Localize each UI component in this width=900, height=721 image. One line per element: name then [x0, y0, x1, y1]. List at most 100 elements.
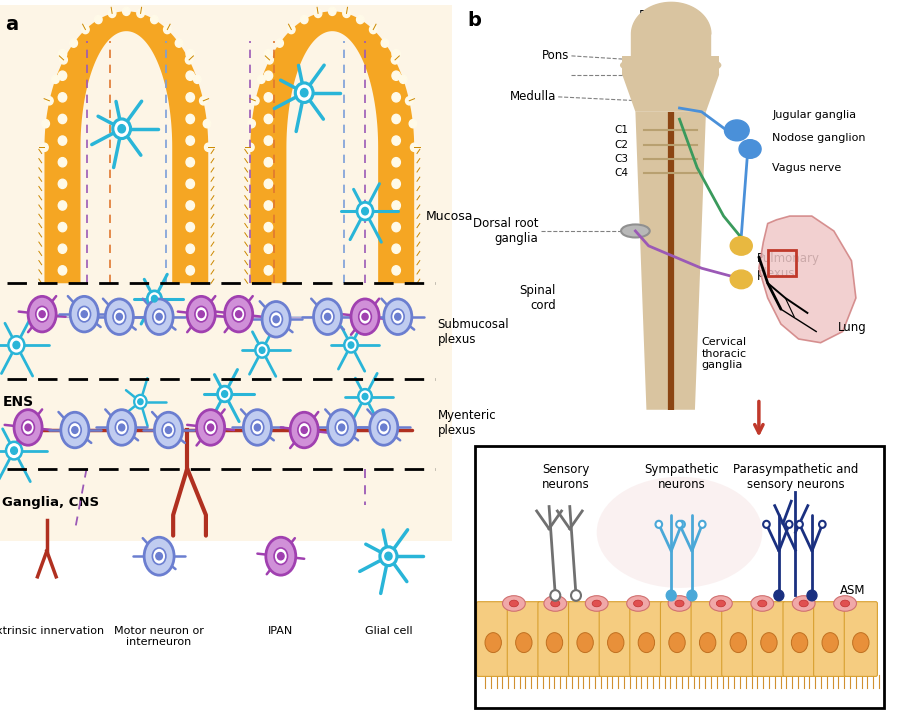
- Circle shape: [392, 244, 400, 253]
- Circle shape: [252, 97, 259, 105]
- Ellipse shape: [377, 420, 390, 435]
- Text: Glial cell: Glial cell: [364, 626, 412, 636]
- Text: C2: C2: [615, 140, 629, 149]
- Circle shape: [194, 75, 201, 84]
- Ellipse shape: [22, 420, 34, 435]
- Circle shape: [392, 201, 400, 210]
- Text: Dorsal root
ganglia: Dorsal root ganglia: [472, 217, 538, 245]
- Ellipse shape: [28, 296, 56, 332]
- Ellipse shape: [509, 600, 518, 607]
- Text: Motor neuron or
interneuron: Motor neuron or interneuron: [114, 626, 204, 647]
- Circle shape: [265, 115, 273, 123]
- Ellipse shape: [669, 632, 685, 653]
- FancyBboxPatch shape: [0, 5, 452, 541]
- Circle shape: [382, 39, 389, 48]
- Ellipse shape: [225, 296, 253, 332]
- Ellipse shape: [758, 600, 767, 607]
- Circle shape: [148, 291, 162, 306]
- Text: Spinal
cord: Spinal cord: [519, 284, 556, 312]
- Ellipse shape: [716, 600, 725, 607]
- Ellipse shape: [675, 600, 684, 607]
- Ellipse shape: [251, 420, 264, 435]
- Circle shape: [122, 7, 130, 15]
- Circle shape: [204, 143, 212, 151]
- Text: C1: C1: [615, 125, 629, 136]
- Ellipse shape: [751, 596, 774, 611]
- FancyBboxPatch shape: [722, 602, 755, 676]
- Circle shape: [156, 552, 162, 559]
- Ellipse shape: [298, 423, 310, 438]
- FancyBboxPatch shape: [477, 602, 509, 676]
- Circle shape: [39, 311, 45, 317]
- Circle shape: [807, 590, 817, 601]
- Polygon shape: [622, 74, 719, 112]
- Text: Mucosa: Mucosa: [822, 632, 866, 645]
- Circle shape: [186, 136, 194, 145]
- Ellipse shape: [383, 299, 412, 335]
- Text: b: b: [468, 12, 482, 30]
- Text: Nodose ganglion: Nodose ganglion: [772, 133, 866, 143]
- Circle shape: [156, 314, 162, 320]
- Ellipse shape: [153, 309, 166, 324]
- Circle shape: [357, 203, 373, 220]
- Circle shape: [186, 50, 194, 58]
- Circle shape: [724, 120, 749, 141]
- Ellipse shape: [546, 632, 562, 653]
- Ellipse shape: [516, 632, 532, 653]
- Text: ENS: ENS: [3, 394, 33, 409]
- Circle shape: [94, 15, 102, 24]
- Circle shape: [400, 75, 407, 84]
- Circle shape: [265, 201, 273, 210]
- FancyBboxPatch shape: [752, 602, 786, 676]
- Circle shape: [176, 39, 183, 48]
- Polygon shape: [44, 12, 208, 283]
- Circle shape: [248, 120, 256, 128]
- FancyBboxPatch shape: [630, 602, 663, 676]
- Ellipse shape: [585, 596, 608, 611]
- Ellipse shape: [328, 410, 356, 445]
- Circle shape: [774, 590, 784, 601]
- Polygon shape: [250, 12, 414, 283]
- Circle shape: [730, 236, 752, 255]
- Circle shape: [265, 136, 273, 145]
- Circle shape: [763, 521, 769, 528]
- Ellipse shape: [621, 224, 650, 237]
- Circle shape: [679, 521, 685, 528]
- Ellipse shape: [36, 306, 49, 322]
- Ellipse shape: [262, 301, 290, 337]
- Ellipse shape: [359, 309, 372, 324]
- Circle shape: [392, 71, 400, 80]
- Circle shape: [186, 180, 194, 188]
- Circle shape: [328, 7, 336, 15]
- FancyBboxPatch shape: [661, 602, 694, 676]
- Polygon shape: [622, 56, 719, 74]
- Circle shape: [676, 521, 683, 528]
- Text: Brainstem: Brainstem: [639, 9, 703, 22]
- Circle shape: [362, 394, 368, 399]
- Ellipse shape: [822, 632, 839, 653]
- Circle shape: [58, 93, 67, 102]
- Circle shape: [571, 590, 581, 601]
- Circle shape: [257, 75, 266, 84]
- Circle shape: [392, 93, 400, 102]
- Circle shape: [265, 244, 273, 253]
- Circle shape: [655, 521, 662, 528]
- Ellipse shape: [485, 632, 501, 653]
- Circle shape: [236, 311, 242, 317]
- Circle shape: [58, 158, 67, 167]
- Circle shape: [256, 342, 269, 358]
- Ellipse shape: [709, 596, 733, 611]
- Circle shape: [247, 143, 254, 151]
- Ellipse shape: [791, 632, 808, 653]
- Circle shape: [265, 71, 273, 80]
- Circle shape: [739, 140, 761, 159]
- Circle shape: [203, 120, 211, 128]
- Polygon shape: [635, 112, 706, 410]
- Text: C4: C4: [615, 168, 629, 178]
- Ellipse shape: [243, 410, 272, 445]
- Circle shape: [265, 50, 273, 58]
- Circle shape: [343, 9, 350, 17]
- Ellipse shape: [852, 632, 869, 653]
- Circle shape: [82, 25, 89, 34]
- Circle shape: [344, 337, 358, 353]
